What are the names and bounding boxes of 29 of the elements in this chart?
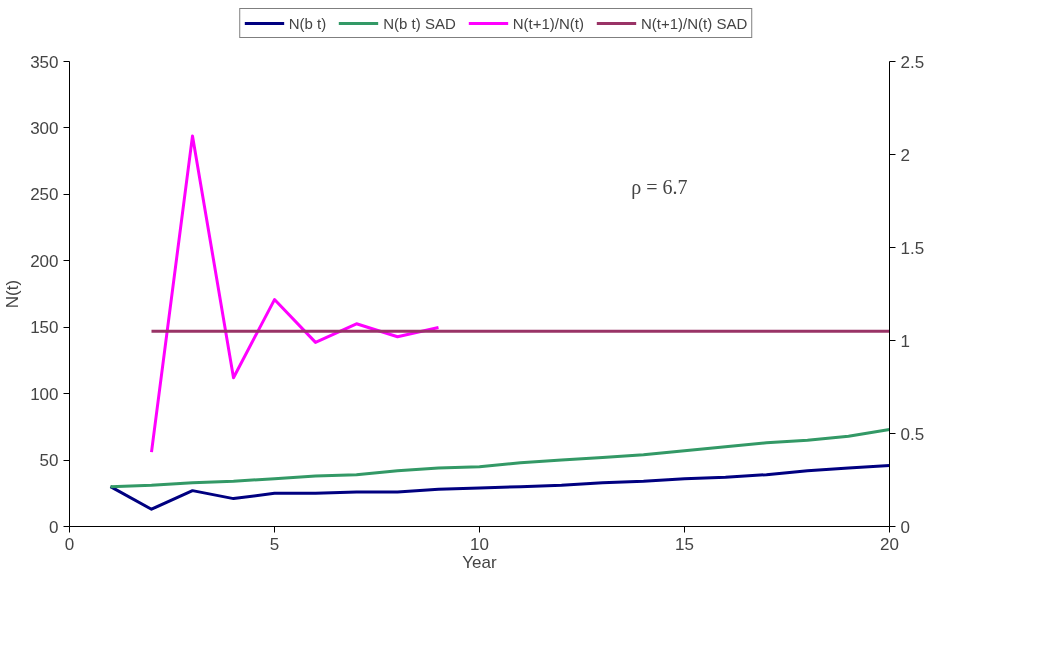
y-tick-label: 200 (30, 251, 59, 271)
line-series (150, 134, 440, 454)
line-series (109, 463, 890, 511)
x-tick-label: 15 (675, 534, 694, 554)
legend-label: N(b t) (288, 14, 327, 32)
x-tick-label: 0 (64, 534, 75, 554)
y-tick-label: 50 (39, 451, 59, 471)
y-tick-label: 300 (30, 118, 59, 138)
x-tick-label: 5 (269, 534, 280, 554)
legend-label: N(t+1)/N(t) (512, 14, 584, 32)
legend-label: N(b t) SAD (383, 14, 456, 32)
y2-tick-label: 0.5 (900, 424, 925, 444)
y-axis-title: N(t) (3, 279, 23, 309)
y2-tick-label: 1 (900, 331, 910, 351)
y-tick-label: 100 (30, 384, 59, 404)
y2-tick-label: 2.5 (900, 52, 925, 72)
y-tick-label: 250 (30, 185, 59, 205)
x-tick-label: 10 (470, 534, 489, 554)
annotation: ρ = 6.7 (631, 176, 688, 200)
y2-tick-label: 0 (900, 517, 910, 537)
x-tick-label: 20 (880, 534, 899, 554)
line-series (109, 428, 890, 489)
y-tick-label: 350 (30, 52, 59, 72)
y2-tick-label: 1.5 (900, 238, 925, 258)
x-axis-title: Year (462, 552, 498, 572)
legend-label: N(t+1)/N(t) SAD (641, 14, 748, 32)
y2-tick-label: 2 (900, 145, 910, 165)
y-tick-label: 150 (30, 318, 59, 338)
y-tick-label: 0 (49, 517, 59, 537)
